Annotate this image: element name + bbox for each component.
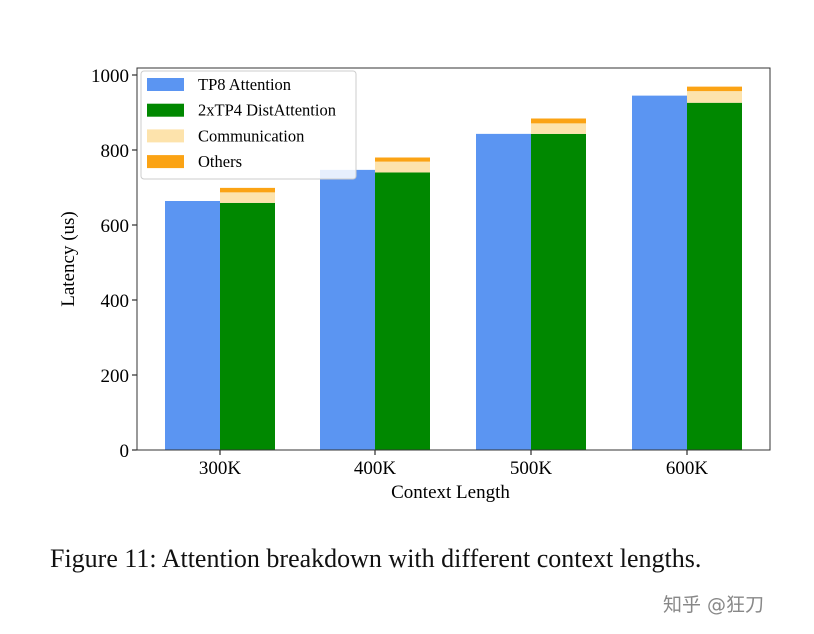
bar-segment-2xtp4-distattention-600K (687, 102, 742, 450)
legend-swatch (147, 155, 184, 169)
y-tick-label: 800 (101, 141, 130, 162)
legend-label: Communication (198, 126, 304, 145)
y-axis-label: Latency (us) (58, 211, 79, 306)
y-tick-label: 400 (101, 291, 130, 312)
bar-segment-2xtp4-distattention-500K (531, 133, 586, 450)
bar-tp8-300K (165, 201, 220, 450)
plot-frame (136, 67, 771, 451)
bar-segment-communication-500K (531, 123, 586, 134)
y-tick-label: 600 (101, 216, 130, 237)
bar-tp8-400K (320, 169, 375, 450)
bar-segment-others-400K (375, 157, 430, 162)
legend-label: 2xTP4 DistAttention (198, 101, 336, 120)
x-tick-label: 500K (510, 458, 553, 479)
bar-segment-communication-400K (375, 161, 430, 173)
x-tick-label: 400K (354, 458, 397, 479)
x-axis-label: Context Length (391, 482, 510, 503)
bar-chart: 300K 400K 500K 600K 0 200 400 600 800 1000 Context… (58, 66, 771, 503)
bar-segment-2xtp4-distattention-300K (220, 202, 275, 450)
legend-swatch (147, 78, 184, 91)
y-tick-label: 200 (101, 366, 130, 387)
bar-segment-2xtp4-distattention-400K (375, 172, 430, 450)
bar-segment-others-600K (687, 86, 742, 92)
bar-segment-communication-600K (687, 91, 742, 103)
bar-segment-communication-300K (220, 192, 275, 203)
x-tick-label: 300K (199, 458, 242, 479)
bar-tp8-600K (632, 95, 687, 450)
legend-label: Others (198, 152, 242, 171)
y-tick-label: 1000 (91, 66, 129, 87)
bar-segment-others-300K (220, 187, 275, 193)
bar-tp8-500K (476, 133, 531, 450)
legend-label: TP8 Attention (198, 75, 291, 94)
figure-caption: Figure 11: Attention breakdown with diff… (50, 544, 702, 573)
watermark: 知乎 @狂刀 (663, 594, 765, 616)
legend (140, 70, 357, 180)
legend-swatch (147, 129, 184, 143)
legend-swatch (147, 103, 184, 117)
x-tick-label: 600K (666, 458, 709, 479)
bar-segment-others-500K (531, 118, 586, 124)
y-tick-label: 0 (120, 441, 130, 462)
